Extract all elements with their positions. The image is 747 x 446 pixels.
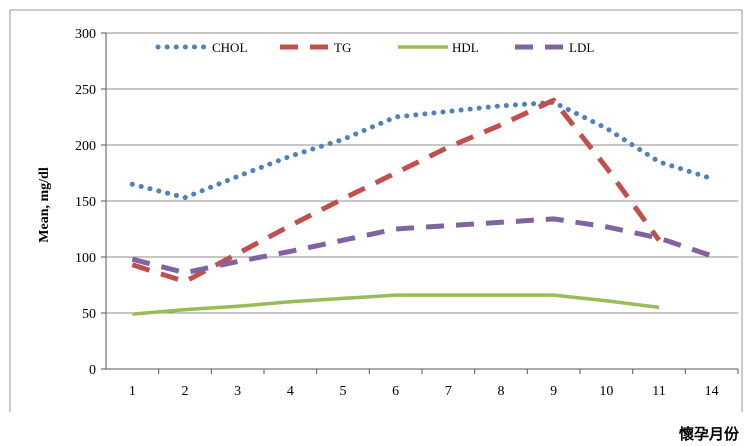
- series-lines: [129, 97, 715, 316]
- series-line-tg: [131, 97, 662, 285]
- x-tick-label: 10: [599, 384, 613, 399]
- series-line-ldl: [131, 216, 713, 276]
- y-axis-label: Mean, mg/dl: [37, 167, 52, 243]
- x-tick-label: 14: [705, 384, 719, 399]
- x-tick-label: 11: [652, 384, 665, 399]
- x-tick-label: 7: [445, 384, 452, 399]
- y-tick-label: 0: [89, 363, 96, 378]
- x-axis-label: 懷孕月份: [678, 425, 739, 443]
- x-tick-label: 8: [498, 384, 505, 399]
- x-tick-label: 1: [129, 384, 136, 399]
- x-tick-label: 2: [182, 384, 189, 399]
- axes: 0 50 100 150 200 250 300 1 2 3 4 5 6 7 8 9 10 11 14: [9, 9, 743, 412]
- line-chart: 0 50 100 150 200 250 300 1 2 3 4 5 6 7 8 9 10 11 14 CHOL TG…: [9, 9, 743, 412]
- legend: CHOL TG HDL LDL: [155, 40, 594, 55]
- x-tick-label: 9: [550, 384, 557, 399]
- y-tick-label: 300: [75, 27, 96, 42]
- legend-label-hdl: HDL: [452, 40, 479, 55]
- x-tick-label: 5: [340, 384, 347, 399]
- series-line-chol: [129, 99, 715, 201]
- gridlines: [106, 32, 738, 314]
- x-tick-label: 3: [234, 384, 241, 399]
- y-tick-label: 200: [75, 139, 96, 154]
- y-tick-label: 100: [75, 251, 96, 266]
- legend-label-ldl: LDL: [569, 40, 594, 55]
- y-tick-label: 250: [75, 83, 96, 98]
- legend-label-tg: TG: [334, 40, 351, 55]
- series-line-hdl: [132, 293, 660, 316]
- legend-label-chol: CHOL: [212, 40, 247, 55]
- x-tick-label: 4: [287, 384, 294, 399]
- y-tick-label: 50: [82, 307, 96, 322]
- x-tick-label: 6: [392, 384, 399, 399]
- y-tick-label: 150: [75, 195, 96, 210]
